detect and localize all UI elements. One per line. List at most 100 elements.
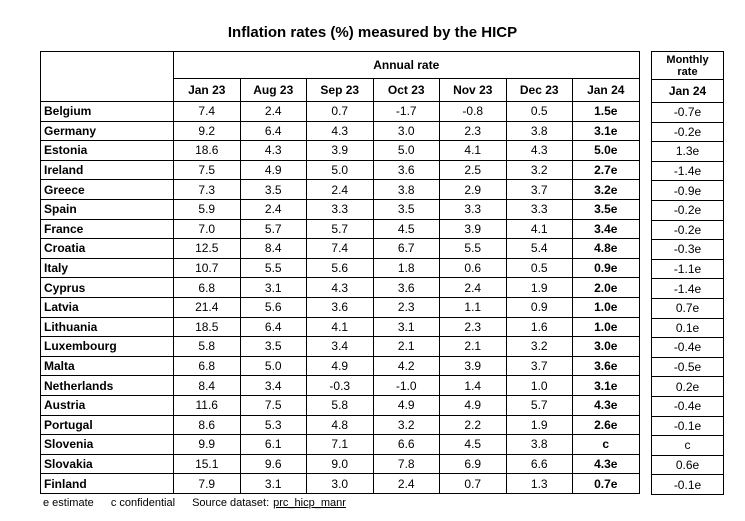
value-cell: 3.5 xyxy=(372,198,440,220)
value-cell: 3.7 xyxy=(505,179,573,200)
monthly-rate-table: Monthly rate Jan 24 -0.7e -0.2e 1.3e -1.4e -… xyxy=(651,51,724,495)
table-row: c xyxy=(651,435,724,456)
value-cell: 9.2 xyxy=(173,120,241,142)
monthly-header-line2: rate xyxy=(677,66,698,78)
country-cell: Spain xyxy=(40,198,174,220)
month-header: Jan 23 xyxy=(173,78,241,102)
country-cell: Greece xyxy=(40,179,174,200)
monthly-value-cell: 0.2e xyxy=(651,376,724,397)
table-row: Lithuania 18.5 6.4 4.1 3.1 2.3 1.6 1.0e xyxy=(40,316,640,338)
value-cell: 2.3 xyxy=(372,296,440,318)
country-cell: Estonia xyxy=(40,140,174,161)
table-row: -0.4e xyxy=(651,337,724,358)
value-cell: 2.1 xyxy=(439,336,507,357)
monthly-header-line1: Monthly xyxy=(666,54,709,66)
country-cell: Ireland xyxy=(40,159,174,181)
value-cell: 8.6 xyxy=(173,414,241,436)
table-row: Slovakia 15.1 9.6 9.0 7.8 6.9 6.6 4.3e xyxy=(40,453,640,475)
value-cell: 5.8 xyxy=(173,336,241,357)
value-cell: 5.6 xyxy=(239,296,307,318)
value-cell: 5.7 xyxy=(239,218,307,240)
country-cell: Slovenia xyxy=(40,434,174,455)
value-cell: 4.9 xyxy=(239,159,307,181)
value-cell: 3.7 xyxy=(505,355,573,377)
value-cell: c xyxy=(572,434,640,455)
table-row: Portugal 8.6 5.3 4.8 3.2 2.2 1.9 2.6e xyxy=(40,414,640,436)
value-cell: -1.7 xyxy=(372,101,440,122)
table-row: Germany 9.2 6.4 4.3 3.0 2.3 3.8 3.1e xyxy=(40,120,640,142)
value-cell: 5.0 xyxy=(372,140,440,161)
table-row: -0.2e xyxy=(651,199,724,221)
country-cell: Italy xyxy=(40,257,174,279)
value-cell: 5.0e xyxy=(572,140,640,161)
value-cell: 3.4 xyxy=(306,336,374,357)
value-cell: 3.5 xyxy=(239,179,307,200)
table-row: -0.9e xyxy=(651,180,724,201)
value-cell: 0.9 xyxy=(505,296,573,318)
footer: e estimate c confidential Source dataset… xyxy=(43,497,346,509)
value-cell: 3.3 xyxy=(505,198,573,220)
value-cell: 21.4 xyxy=(173,296,241,318)
value-cell: 3.8 xyxy=(372,179,440,200)
value-cell: 3.0 xyxy=(372,120,440,142)
value-cell: 3.0e xyxy=(572,336,640,357)
country-cell: Cyprus xyxy=(40,277,174,298)
country-cell: Portugal xyxy=(40,414,174,436)
value-cell: 3.6 xyxy=(306,296,374,318)
value-cell: 3.1 xyxy=(239,473,307,494)
value-cell: 4.1 xyxy=(505,218,573,240)
value-cell: 2.4 xyxy=(372,473,440,494)
table-row: Greece 7.3 3.5 2.4 3.8 2.9 3.7 3.2e xyxy=(40,179,640,200)
value-cell: 5.8 xyxy=(306,394,374,416)
value-cell: 7.4 xyxy=(306,238,374,259)
value-cell: 4.3 xyxy=(306,277,374,298)
value-cell: 0.7 xyxy=(439,473,507,494)
value-cell: 3.9 xyxy=(439,355,507,377)
value-cell: 4.9 xyxy=(439,394,507,416)
value-cell: 3.6 xyxy=(372,159,440,181)
monthly-value-cell: -1.4e xyxy=(651,278,724,299)
annual-rate-table: Annual rate Jan 23 Aug 23 Sep 23 Oct 23 Nov … xyxy=(40,51,640,494)
country-cell: Netherlands xyxy=(40,375,174,396)
table-row: 0.6e xyxy=(651,454,724,476)
value-cell: 4.3e xyxy=(572,394,640,416)
table-corner-lower xyxy=(40,78,174,102)
value-cell: 3.9 xyxy=(306,140,374,161)
value-cell: 7.8 xyxy=(372,453,440,475)
country-cell: Croatia xyxy=(40,238,174,259)
value-cell: 0.5 xyxy=(505,101,573,122)
table-row: -0.1e xyxy=(651,415,724,437)
value-cell: 1.6 xyxy=(505,316,573,338)
value-cell: 0.7 xyxy=(306,101,374,122)
value-cell: 2.1 xyxy=(372,336,440,357)
value-cell: 10.7 xyxy=(173,257,241,279)
month-header: Dec 23 xyxy=(505,78,573,102)
table-row: Cyprus 6.8 3.1 4.3 3.6 2.4 1.9 2.0e xyxy=(40,277,640,298)
value-cell: 3.2 xyxy=(505,336,573,357)
value-cell: 4.3 xyxy=(239,140,307,161)
value-cell: 1.3 xyxy=(505,473,573,494)
monthly-value-cell: 0.1e xyxy=(651,317,724,339)
footer-confidential-note: c confidential xyxy=(110,497,176,509)
monthly-value-cell: -0.7e xyxy=(651,102,724,123)
value-cell: 3.2 xyxy=(372,414,440,436)
value-cell: 6.7 xyxy=(372,238,440,259)
month-header: Aug 23 xyxy=(239,78,307,102)
value-cell: 2.5 xyxy=(439,159,507,181)
value-cell: 6.8 xyxy=(173,277,241,298)
table-row: 0.7e xyxy=(651,297,724,319)
table-row: -0.4e xyxy=(651,395,724,417)
value-cell: 12.5 xyxy=(173,238,241,259)
value-cell: 6.4 xyxy=(239,316,307,338)
value-cell: 5.7 xyxy=(306,218,374,240)
table-row: Croatia 12.5 8.4 7.4 6.7 5.5 5.4 4.8e xyxy=(40,238,640,259)
value-cell: 1.0 xyxy=(505,375,573,396)
value-cell: 6.4 xyxy=(239,120,307,142)
value-cell: 6.6 xyxy=(505,453,573,475)
value-cell: 5.0 xyxy=(239,355,307,377)
monthly-value-cell: -0.4e xyxy=(651,337,724,358)
source-dataset-link[interactable]: prc_hicp_manr xyxy=(273,497,346,509)
value-cell: 4.9 xyxy=(306,355,374,377)
value-cell: 3.2 xyxy=(505,159,573,181)
table-row: Ireland 7.5 4.9 5.0 3.6 2.5 3.2 2.7e xyxy=(40,159,640,181)
